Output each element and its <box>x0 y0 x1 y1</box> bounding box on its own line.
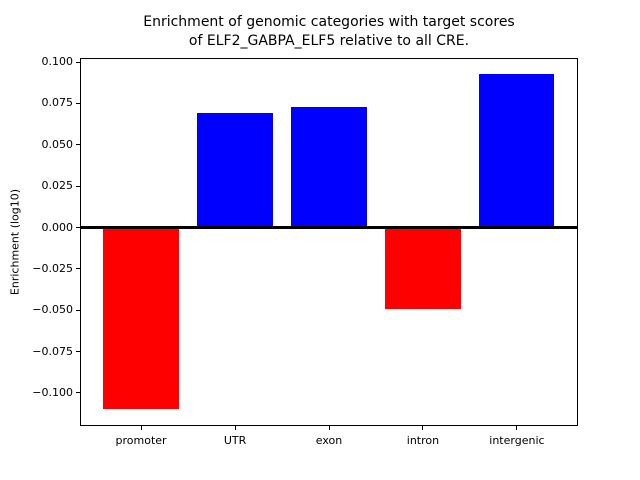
bar-intergenic <box>479 73 555 228</box>
x-tick-mark <box>328 426 330 430</box>
bar-exon <box>291 106 367 228</box>
y-tick-mark <box>76 309 80 311</box>
bar-promoter <box>103 227 179 410</box>
y-tick-label: 0.025 <box>41 179 74 193</box>
x-tick-mark <box>234 426 236 430</box>
bar-UTR <box>197 113 273 228</box>
x-tick-mark <box>516 426 518 430</box>
y-tick-mark <box>76 227 80 229</box>
bar-intron <box>385 227 461 309</box>
y-tick-mark <box>76 268 80 270</box>
x-tick-label-intron: intron <box>406 434 440 447</box>
x-tick-label-intergenic: intergenic <box>489 434 545 447</box>
y-tick-mark <box>76 351 80 353</box>
chart-title-line-2: of ELF2_GABPA_ELF5 relative to all CRE. <box>188 33 470 49</box>
y-axis-label: Enrichment (log10) <box>8 188 22 296</box>
y-tick-mark <box>76 185 80 187</box>
y-tick-mark <box>76 144 80 146</box>
y-tick-label: −0.050 <box>32 303 73 317</box>
y-tick-mark <box>76 102 80 104</box>
y-tick-mark <box>76 392 80 394</box>
y-tick-label: −0.025 <box>32 261 73 275</box>
y-tick-label: 0.000 <box>41 220 74 234</box>
x-tick-label-exon: exon <box>315 434 343 447</box>
x-tick-mark <box>140 426 142 430</box>
y-tick-label: −0.100 <box>32 385 73 399</box>
y-tick-mark <box>76 61 80 63</box>
zero-line <box>80 226 578 230</box>
chart-title-line-1: Enrichment of genomic categories with ta… <box>143 14 515 30</box>
y-tick-label: −0.075 <box>32 344 73 358</box>
x-tick-mark <box>422 426 424 430</box>
y-tick-label: 0.050 <box>41 137 74 151</box>
y-tick-label: 0.100 <box>41 55 74 69</box>
x-tick-label-promoter: promoter <box>115 434 167 447</box>
chart-title: Enrichment of genomic categories with ta… <box>80 13 578 51</box>
x-tick-label-UTR: UTR <box>223 434 247 447</box>
y-tick-label: 0.075 <box>41 96 74 110</box>
